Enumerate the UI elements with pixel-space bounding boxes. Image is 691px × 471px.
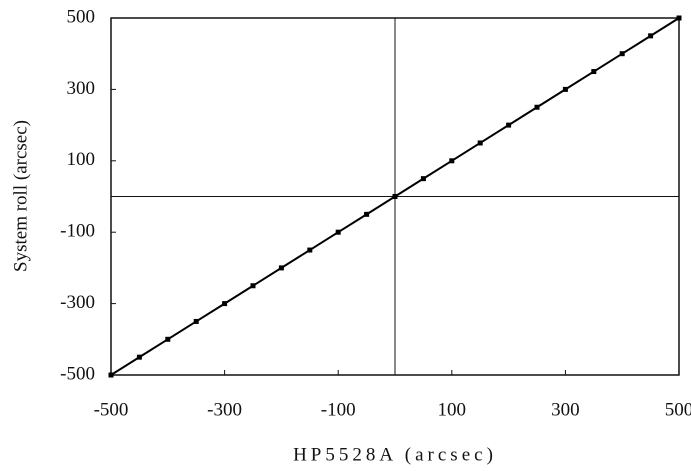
data-point	[335, 229, 341, 235]
data-point	[278, 265, 284, 271]
y-tick-label: -300	[60, 292, 95, 313]
y-tick-label: -500	[60, 363, 95, 384]
data-point	[619, 51, 625, 57]
data-point	[193, 318, 199, 324]
data-point	[676, 15, 682, 21]
y-tick-label: 300	[67, 78, 96, 99]
y-tick-label: -100	[60, 221, 95, 242]
x-tick-label: 300	[551, 399, 580, 420]
data-point	[307, 247, 313, 253]
data-point	[392, 194, 398, 199]
data-point	[591, 69, 597, 75]
x-tick-label: 500	[665, 399, 691, 420]
data-point	[506, 122, 512, 128]
x-tick-label: -500	[94, 399, 129, 420]
y-axis-label: System roll (arcsec)	[10, 120, 31, 272]
data-point	[477, 140, 483, 146]
x-tick-label: 100	[438, 399, 467, 420]
data-point	[648, 33, 654, 39]
data-point	[420, 176, 426, 182]
data-point	[108, 372, 114, 378]
data-point	[165, 336, 171, 342]
data-point	[562, 86, 568, 92]
data-point	[136, 354, 142, 360]
y-tick-label: 500	[67, 6, 96, 27]
data-point	[449, 158, 455, 164]
x-tick-label: -300	[207, 399, 242, 420]
data-point	[534, 104, 540, 110]
x-tick-label: -100	[321, 399, 356, 420]
y-tick-label: 100	[67, 149, 96, 170]
data-point	[250, 283, 256, 289]
x-axis-label: HP5528A (arcsec)	[293, 444, 497, 465]
data-point	[222, 301, 228, 307]
data-point	[364, 211, 370, 217]
